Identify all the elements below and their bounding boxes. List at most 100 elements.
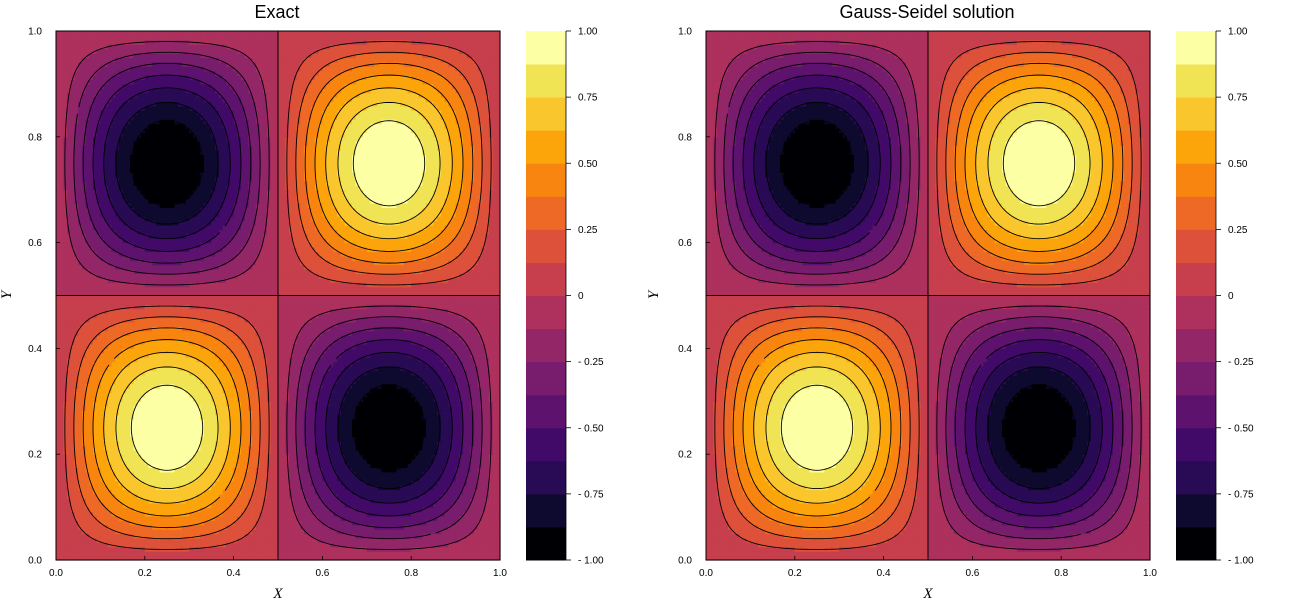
heatmap-cell <box>108 406 112 411</box>
heatmap-cell <box>137 150 141 155</box>
heatmap-cell <box>78 71 82 76</box>
heatmap-cell <box>67 428 71 433</box>
heatmap-cell <box>67 31 71 36</box>
heatmap-cell <box>137 31 141 36</box>
heatmap-cell <box>119 53 123 58</box>
heatmap-cell <box>86 335 90 340</box>
heatmap-cell <box>97 348 101 353</box>
heatmap-cell <box>78 53 82 58</box>
heatmap-cell <box>89 516 93 521</box>
heatmap-cell <box>126 525 130 530</box>
heatmap-cell <box>130 102 134 107</box>
heatmap-cell <box>97 326 101 331</box>
heatmap-cell <box>112 199 116 204</box>
heatmap-cell <box>56 53 60 58</box>
heatmap-cell <box>141 362 145 367</box>
heatmap-cell <box>119 375 123 380</box>
heatmap-cell <box>75 357 79 362</box>
heatmap-cell <box>60 463 64 468</box>
heatmap-cell <box>67 406 71 411</box>
heatmap-cell <box>130 221 134 226</box>
heatmap-cell <box>78 212 82 217</box>
heatmap-cell <box>119 476 123 481</box>
heatmap-cell <box>67 199 71 204</box>
heatmap-cell <box>93 212 97 217</box>
heatmap-cell <box>56 331 60 336</box>
heatmap-cell <box>60 406 64 411</box>
heatmap-cell <box>108 520 112 525</box>
heatmap-cell <box>112 66 116 71</box>
heatmap-cell <box>78 132 82 137</box>
heatmap-cell <box>56 273 60 278</box>
heatmap-cell <box>112 124 116 129</box>
heatmap-cell <box>63 335 67 340</box>
heatmap-cell <box>119 419 123 424</box>
heatmap-cell <box>137 503 141 508</box>
heatmap-cell <box>108 428 112 433</box>
heatmap-cell <box>60 229 64 234</box>
heatmap-cell <box>63 93 67 98</box>
heatmap-cell <box>71 269 75 274</box>
heatmap-cell <box>100 49 104 54</box>
heatmap-cell <box>108 423 112 428</box>
heatmap-cell <box>134 287 138 292</box>
heatmap-cell <box>134 44 138 49</box>
heatmap-cell <box>126 476 130 481</box>
heatmap-cell <box>112 172 116 177</box>
heatmap-cell <box>130 551 134 556</box>
heatmap-cell <box>119 538 123 543</box>
heatmap-cell <box>75 304 79 309</box>
heatmap-cell <box>56 512 60 517</box>
heatmap-cell <box>112 282 116 287</box>
heatmap-cell <box>86 415 90 420</box>
heatmap-cell <box>112 154 116 159</box>
heatmap-cell <box>56 542 60 547</box>
heatmap-cell <box>93 75 97 80</box>
heatmap-cell <box>119 159 123 164</box>
heatmap-cell <box>71 326 75 331</box>
heatmap-cell <box>78 454 82 459</box>
heatmap-cell <box>75 141 79 146</box>
heatmap-cell <box>123 181 127 186</box>
heatmap-cell <box>108 102 112 107</box>
heatmap-cell <box>56 432 60 437</box>
heatmap-cell <box>75 547 79 552</box>
heatmap-cell <box>119 146 123 151</box>
heatmap-cell <box>89 260 93 265</box>
heatmap-cell <box>82 49 86 54</box>
heatmap-cell <box>104 331 108 336</box>
heatmap-cell <box>71 194 75 199</box>
heatmap-cell <box>71 31 75 36</box>
heatmap-cell <box>119 150 123 155</box>
heatmap-cell <box>100 141 104 146</box>
heatmap-cell <box>71 221 75 226</box>
heatmap-cell <box>86 57 90 62</box>
heatmap-cell <box>108 53 112 58</box>
heatmap-cell <box>137 119 141 124</box>
heatmap-cell <box>56 282 60 287</box>
heatmap-cell <box>67 181 71 186</box>
heatmap-cell <box>134 388 138 393</box>
heatmap-cell <box>56 313 60 318</box>
heatmap-cell <box>82 326 86 331</box>
heatmap-cell <box>108 132 112 137</box>
heatmap-cell <box>75 485 79 490</box>
heatmap-cell <box>115 534 119 539</box>
heatmap-cell <box>104 520 108 525</box>
heatmap-cell <box>82 437 86 442</box>
heatmap-cell <box>56 221 60 226</box>
heatmap-cell <box>137 172 141 177</box>
heatmap-cell <box>89 463 93 468</box>
heatmap-cell <box>108 66 112 71</box>
heatmap-cell <box>123 397 127 402</box>
heatmap-cell <box>100 397 104 402</box>
heatmap-cell <box>82 207 86 212</box>
heatmap-cell <box>126 538 130 543</box>
heatmap-cell <box>126 75 130 80</box>
heatmap-cell <box>86 93 90 98</box>
heatmap-cell <box>108 35 112 40</box>
heatmap-cell <box>60 428 64 433</box>
heatmap-cell <box>115 203 119 208</box>
heatmap-cell <box>130 300 134 305</box>
heatmap-cell <box>56 137 60 142</box>
